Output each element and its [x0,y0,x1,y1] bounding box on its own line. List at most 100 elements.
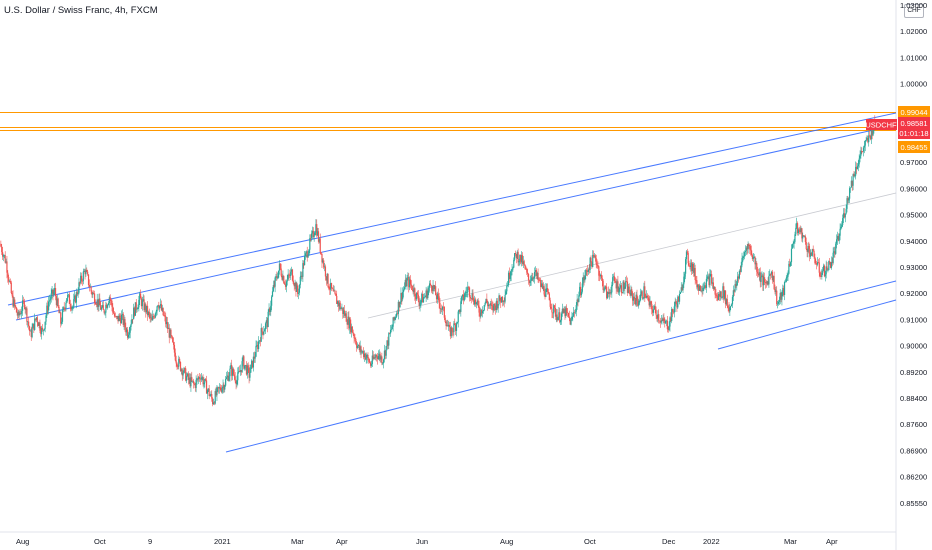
candle-body [593,255,596,257]
candle-body [628,286,630,294]
candle-body [80,275,82,283]
candle-body [530,280,532,282]
last-price-bg [898,117,930,139]
candle-body [440,308,442,310]
candle-body [415,296,417,300]
candle-body [38,322,40,326]
candle-body [457,311,459,323]
candle-body [639,294,642,301]
candle-body [868,135,870,143]
candle-body [22,300,25,302]
candle-body [307,254,309,258]
candle-body [757,271,759,274]
candle-body [336,295,338,304]
candle-body [87,271,89,275]
candle-body [245,364,247,366]
candle-body [431,287,433,291]
candle-body [222,384,224,388]
candle-body [51,289,53,294]
candle-body [712,282,714,290]
candle-body [103,309,105,313]
candle-body [698,284,700,291]
candle-body [626,281,629,293]
currency-axis-button[interactable]: CHF [904,4,924,18]
candle-body [673,306,675,313]
lower-trendline[interactable] [225,280,897,453]
candle-body [31,328,33,337]
candle-body [495,300,498,311]
candle-body [78,282,80,293]
candle-body [482,310,484,312]
candle-body [334,290,336,294]
candle-body [120,317,122,324]
candle-body [213,402,215,404]
candle-body [166,322,169,329]
candle-body [865,139,867,141]
candle-body [726,299,728,306]
last-price-badge[interactable]: USDCHF 0.98581 01:01:18 [865,117,930,139]
middle-channel-line[interactable] [367,192,897,319]
candle-body [670,317,672,322]
candle-body [466,292,468,293]
candle-body [42,330,44,331]
candle-body [493,303,495,311]
candle-body [243,356,245,369]
candle-body [610,292,612,294]
candle-body [231,368,234,376]
candle-body [513,259,515,268]
candle-body [208,388,210,396]
candle-body [341,307,343,309]
candle-body [842,213,845,219]
candle-body [520,255,523,263]
candle-body [402,291,404,300]
candle-body [415,292,418,300]
candle-body [802,235,804,239]
candle-body [738,270,741,279]
candle-body [548,293,550,301]
candle-body [37,322,39,326]
candle-body [506,285,508,292]
candle-body [676,303,678,308]
candle-body [253,356,255,359]
candle-body [386,340,388,347]
candle-body [92,293,94,295]
candle-body [442,306,444,310]
candle-body [132,319,134,320]
candle-body [112,306,114,313]
candle-body [313,235,315,237]
candle-body [790,262,792,266]
candle-body [229,368,231,377]
level-badge-lower[interactable]: 0.98455 [898,141,930,153]
candle-body [760,276,762,282]
candle-body [417,294,419,301]
candle-body [28,326,31,331]
candle-body [511,269,513,271]
candle-body [404,279,406,288]
candle-body [80,275,83,281]
candle-body [608,292,610,294]
candle-body [117,316,119,322]
candle-body [650,301,652,304]
upper-inner-trendline[interactable] [15,124,897,321]
candle-body [87,274,90,285]
lower-trendline-2022[interactable] [717,299,897,350]
candle-body [675,301,677,304]
candle-body [549,300,551,307]
candle-body [461,296,463,302]
candle-body [62,307,64,311]
candle-body [343,310,345,314]
candle-body [45,315,47,322]
candle-body [388,333,390,346]
upper-trendline[interactable] [7,112,897,306]
candle-body [148,311,150,315]
candle-body [507,285,509,286]
candle-body [697,284,699,288]
candle-body [816,263,818,265]
candle-body [619,287,621,292]
candle-body [280,268,282,276]
candle-body [198,377,200,380]
candle-body [129,326,131,333]
candle-body [255,345,257,357]
level-badge-upper[interactable]: 0.99044 [898,106,930,118]
